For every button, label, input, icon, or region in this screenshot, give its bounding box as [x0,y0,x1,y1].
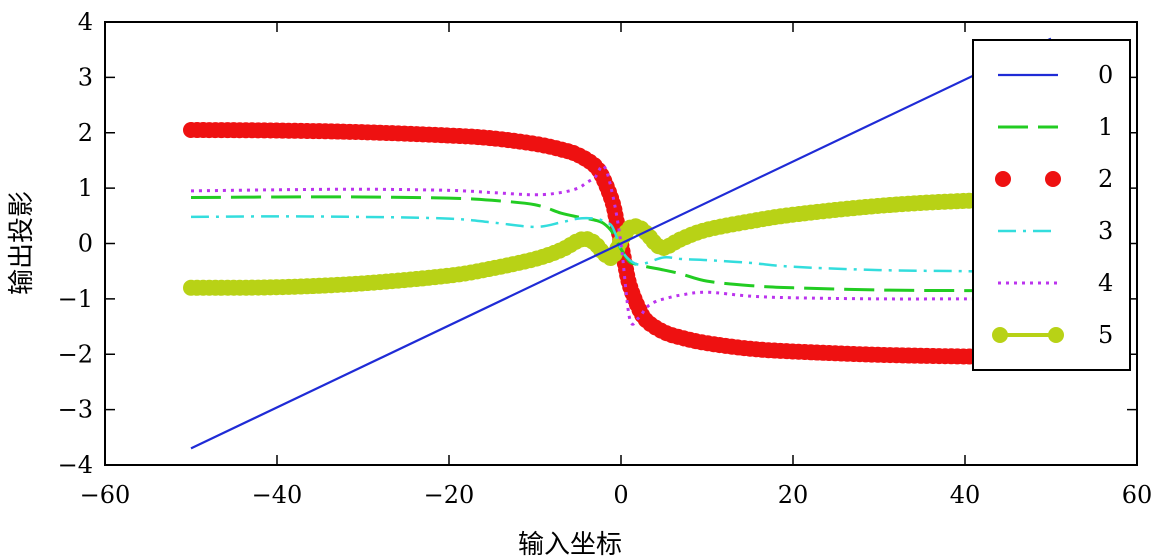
series-line-4 [190,164,1051,326]
legend-label: 3 [1098,217,1113,245]
legend-marker-5-a [992,327,1008,343]
y-tick-label: −2 [58,340,93,368]
y-tick-label: 0 [78,230,93,258]
y-tick-label: 1 [78,174,93,202]
y-axis-title: 输出投影 [7,191,37,295]
legend-marker-2-b [1045,171,1061,187]
x-tick-label: 60 [1122,481,1153,509]
legend-marker-5-b [1048,327,1064,343]
x-tick-label: 20 [778,481,809,509]
series-line-5 [183,191,1059,296]
legend-box [972,39,1131,371]
series-layer [183,37,1059,450]
legend-label: 5 [1098,321,1113,349]
x-tick-label: −60 [80,481,131,509]
series-line-1 [190,195,1052,293]
legend: 0 1 2 3 4 5 [972,39,1131,371]
x-tick-label: −40 [252,481,303,509]
legend-label: 2 [1098,165,1113,193]
y-tick-label: −1 [58,285,93,313]
y-tick-label: 3 [78,63,93,91]
series-line-0 [190,37,1052,450]
legend-label: 1 [1098,113,1113,141]
y-tick-label: −4 [58,451,93,479]
y-tick-label: 4 [78,8,93,36]
y-tick-label: −3 [58,396,93,424]
x-tick-label: 0 [613,481,628,509]
y-tick-label: 2 [78,119,93,147]
x-tick-label: −20 [424,481,475,509]
x-axis-title: 输入坐标 [518,530,622,560]
x-tick-label: 40 [950,481,981,509]
legend-label: 4 [1098,269,1113,297]
legend-label: 0 [1098,61,1113,89]
legend-marker-2-a [995,171,1011,187]
